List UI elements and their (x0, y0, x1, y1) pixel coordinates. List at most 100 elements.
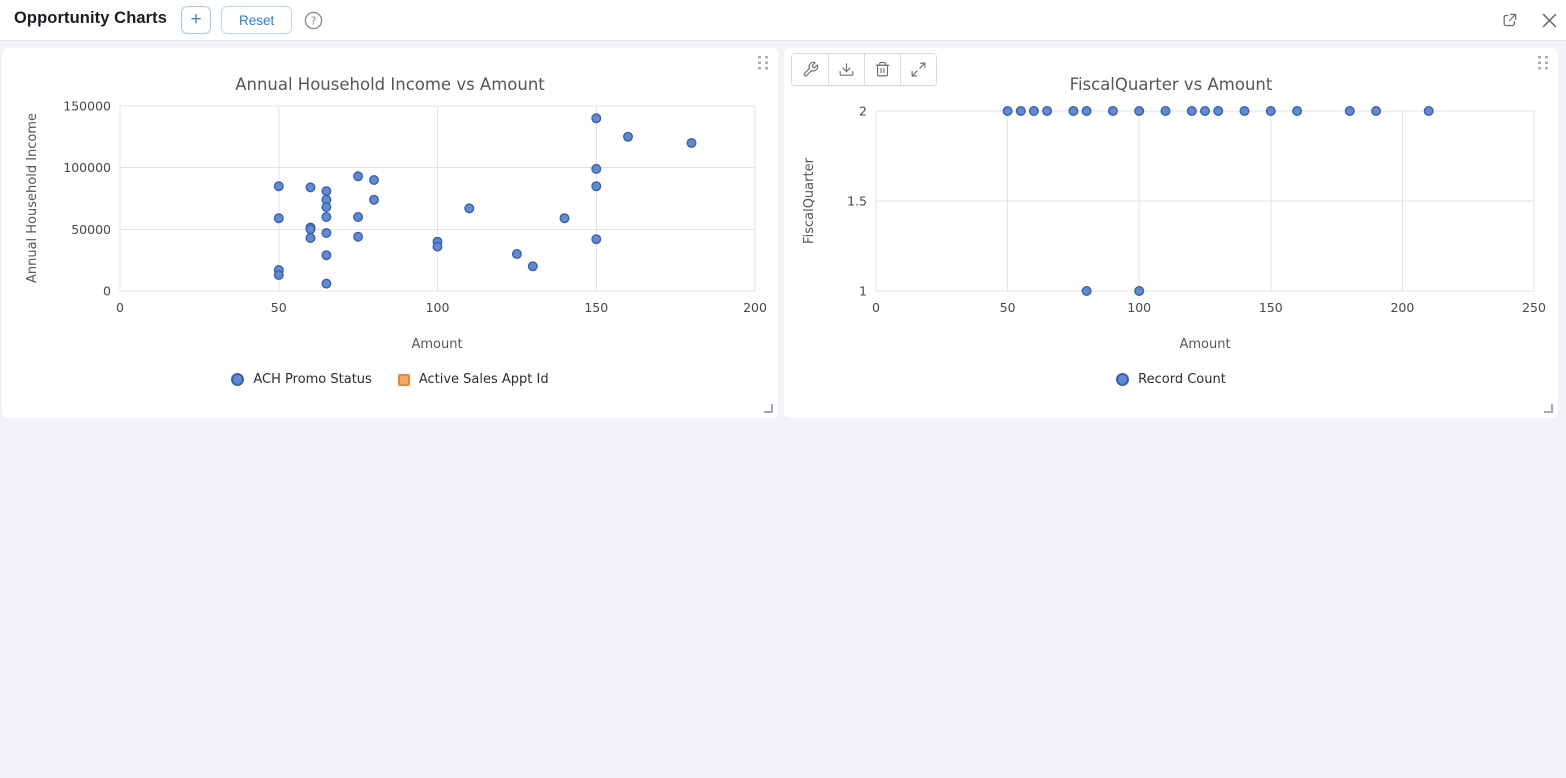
legend-label: Record Count (1138, 372, 1226, 387)
drag-handle-icon[interactable] (758, 56, 769, 71)
data-point[interactable] (591, 113, 602, 124)
y-axis-label: Annual Household Income (25, 113, 40, 283)
legend-circle-marker-icon (1116, 373, 1130, 386)
data-point[interactable] (511, 248, 522, 259)
x-axis-label: Amount (1179, 337, 1230, 352)
data-point[interactable] (321, 227, 332, 238)
legend-label: Active Sales Appt Id (418, 372, 549, 387)
x-tick-label: 150 (1259, 300, 1283, 315)
data-point[interactable] (1107, 106, 1118, 117)
data-point[interactable] (369, 174, 380, 185)
data-point[interactable] (1423, 106, 1434, 117)
data-point[interactable] (1081, 285, 1092, 296)
wrench-icon[interactable] (792, 54, 828, 85)
x-tick-label: 200 (1390, 300, 1414, 315)
data-point[interactable] (1134, 106, 1145, 117)
data-point[interactable] (321, 250, 332, 261)
legend-circle-marker-icon (231, 373, 245, 386)
y-tick-label: 50000 (71, 222, 111, 237)
chart-card-annual-household-income: 0 50 100 150 200 0 50000 100000 150000 Annual Hou… (2, 48, 778, 418)
chart-card-fiscal-quarter: 0 50 100 150 200 250 1 1.5 2 FiscalQuarter vs Amo… (784, 48, 1558, 418)
data-point[interactable] (1200, 106, 1211, 117)
data-point[interactable] (591, 181, 602, 192)
data-point[interactable] (273, 269, 284, 280)
data-point[interactable] (305, 182, 316, 193)
data-point[interactable] (1160, 106, 1171, 117)
legend-item[interactable]: Record Count (1116, 372, 1226, 387)
data-point[interactable] (369, 194, 380, 205)
chart-title: Annual Household Income vs Amount (235, 75, 545, 94)
y-tick-label: 1.5 (847, 194, 867, 209)
chart-title: FiscalQuarter vs Amount (1070, 75, 1273, 94)
y-tick-label: 2 (859, 104, 867, 119)
close-icon[interactable] (1541, 12, 1560, 31)
data-point[interactable] (1265, 106, 1276, 117)
data-point[interactable] (273, 213, 284, 224)
data-point[interactable] (321, 202, 332, 213)
add-chart-button[interactable]: + (181, 6, 211, 34)
x-tick-label: 250 (1522, 300, 1546, 315)
data-point[interactable] (1134, 285, 1145, 296)
data-point[interactable] (591, 234, 602, 245)
data-point[interactable] (1015, 106, 1026, 117)
data-point[interactable] (1081, 106, 1092, 117)
data-point[interactable] (321, 186, 332, 197)
data-point[interactable] (559, 213, 570, 224)
data-point[interactable] (1068, 106, 1079, 117)
data-point[interactable] (321, 211, 332, 222)
x-tick-label: 0 (116, 300, 124, 315)
data-point[interactable] (353, 211, 364, 222)
legend-item[interactable]: ACH Promo Status (231, 372, 372, 387)
legend-square-marker-icon (397, 373, 410, 386)
data-point[interactable] (1002, 106, 1013, 117)
data-point[interactable] (1239, 106, 1250, 117)
data-point[interactable] (1371, 106, 1382, 117)
svg-text:?: ? (311, 14, 317, 27)
popout-icon[interactable] (1500, 11, 1519, 30)
data-point[interactable] (321, 278, 332, 289)
resize-handle-icon[interactable] (764, 404, 773, 413)
page-title: Opportunity Charts (14, 9, 168, 27)
data-point[interactable] (1042, 106, 1053, 117)
chart-legend: ACH Promo Status Active Sales Appt Id (2, 372, 778, 387)
expand-icon[interactable] (900, 54, 936, 85)
help-icon[interactable]: ? (304, 11, 323, 30)
trash-icon[interactable] (864, 54, 900, 85)
reset-button[interactable]: Reset (221, 6, 293, 34)
annual-household-income-chart: 0 50 100 150 200 0 50000 100000 150000 Annual Hou… (25, 75, 767, 352)
data-point[interactable] (591, 163, 602, 174)
chart-legend: Record Count (784, 372, 1558, 387)
data-point[interactable] (353, 231, 364, 242)
y-tick-label: 100000 (63, 160, 111, 175)
data-point[interactable] (1213, 106, 1224, 117)
x-tick-label: 150 (584, 300, 608, 315)
x-tick-label: 50 (1000, 300, 1016, 315)
data-point[interactable] (527, 261, 538, 272)
chart-toolbar (791, 53, 937, 86)
data-point[interactable] (273, 181, 284, 192)
data-point[interactable] (464, 203, 475, 214)
y-axis-label: FiscalQuarter (802, 157, 817, 244)
x-tick-label: 50 (271, 300, 287, 315)
x-axis-label: Amount (411, 337, 462, 352)
plot-border (119, 105, 756, 292)
download-icon[interactable] (828, 54, 864, 85)
x-tick-label: 100 (426, 300, 450, 315)
data-point[interactable] (1292, 106, 1303, 117)
data-point[interactable] (305, 232, 316, 243)
data-point[interactable] (305, 224, 316, 235)
data-point[interactable] (623, 131, 634, 142)
x-tick-label: 0 (872, 300, 880, 315)
legend-item[interactable]: Active Sales Appt Id (397, 372, 549, 387)
data-point[interactable] (1028, 106, 1039, 117)
data-point[interactable] (432, 241, 443, 252)
data-point[interactable] (686, 137, 697, 148)
data-point[interactable] (353, 171, 364, 182)
data-point[interactable] (1344, 106, 1355, 117)
y-tick-label: 150000 (63, 99, 111, 114)
data-point[interactable] (1186, 106, 1197, 117)
drag-handle-icon[interactable] (1538, 56, 1549, 71)
resize-handle-icon[interactable] (1544, 404, 1553, 413)
x-tick-label: 100 (1127, 300, 1151, 315)
top-bar: Opportunity Charts + Reset ? (0, 0, 1566, 41)
